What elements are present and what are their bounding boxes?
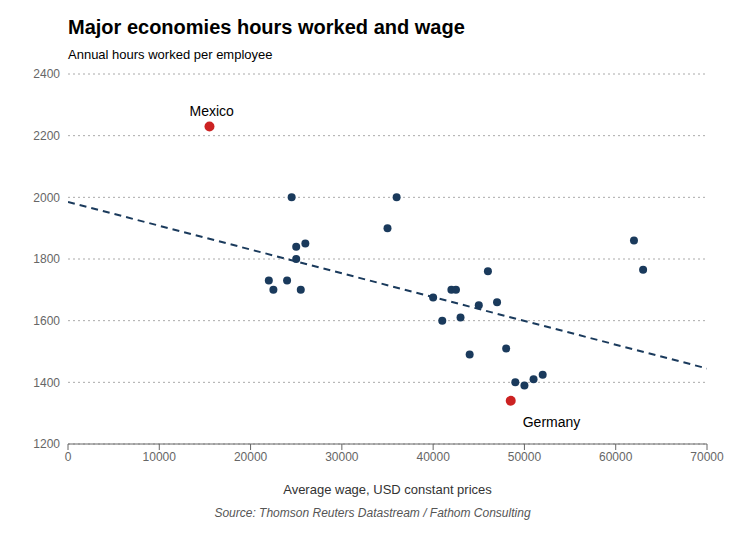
svg-text:Mexico: Mexico — [189, 103, 234, 119]
html-text:Source: Thomson Reuters Datast: Source: Thomson Reuters Datastream / Fat… — [214, 506, 531, 520]
svg-text:50000: 50000 — [508, 450, 542, 464]
svg-text:2000: 2000 — [33, 191, 60, 205]
svg-text:0: 0 — [65, 450, 72, 464]
svg-text:1200: 1200 — [33, 437, 60, 451]
svg-text:1600: 1600 — [33, 314, 60, 328]
svg-text:2200: 2200 — [33, 129, 60, 143]
svg-text:20000: 20000 — [234, 450, 268, 464]
svg-text:40000: 40000 — [416, 450, 450, 464]
svg-text:60000: 60000 — [599, 450, 633, 464]
svg-text:Average wage, USD constant pri: Average wage, USD constant prices — [283, 482, 492, 497]
svg-text:1800: 1800 — [33, 252, 60, 266]
html-text:Annual hours worked per employ: Annual hours worked per employee — [68, 47, 273, 62]
svg-text:1400: 1400 — [33, 376, 60, 390]
svg-text:10000: 10000 — [143, 450, 177, 464]
svg-text:2400: 2400 — [33, 67, 60, 81]
svg-text:Germany: Germany — [523, 414, 581, 430]
html-text:Major economies hours worked a: Major economies hours worked and wage — [68, 16, 465, 38]
svg-text:70000: 70000 — [690, 450, 724, 464]
svg-text:30000: 30000 — [325, 450, 359, 464]
